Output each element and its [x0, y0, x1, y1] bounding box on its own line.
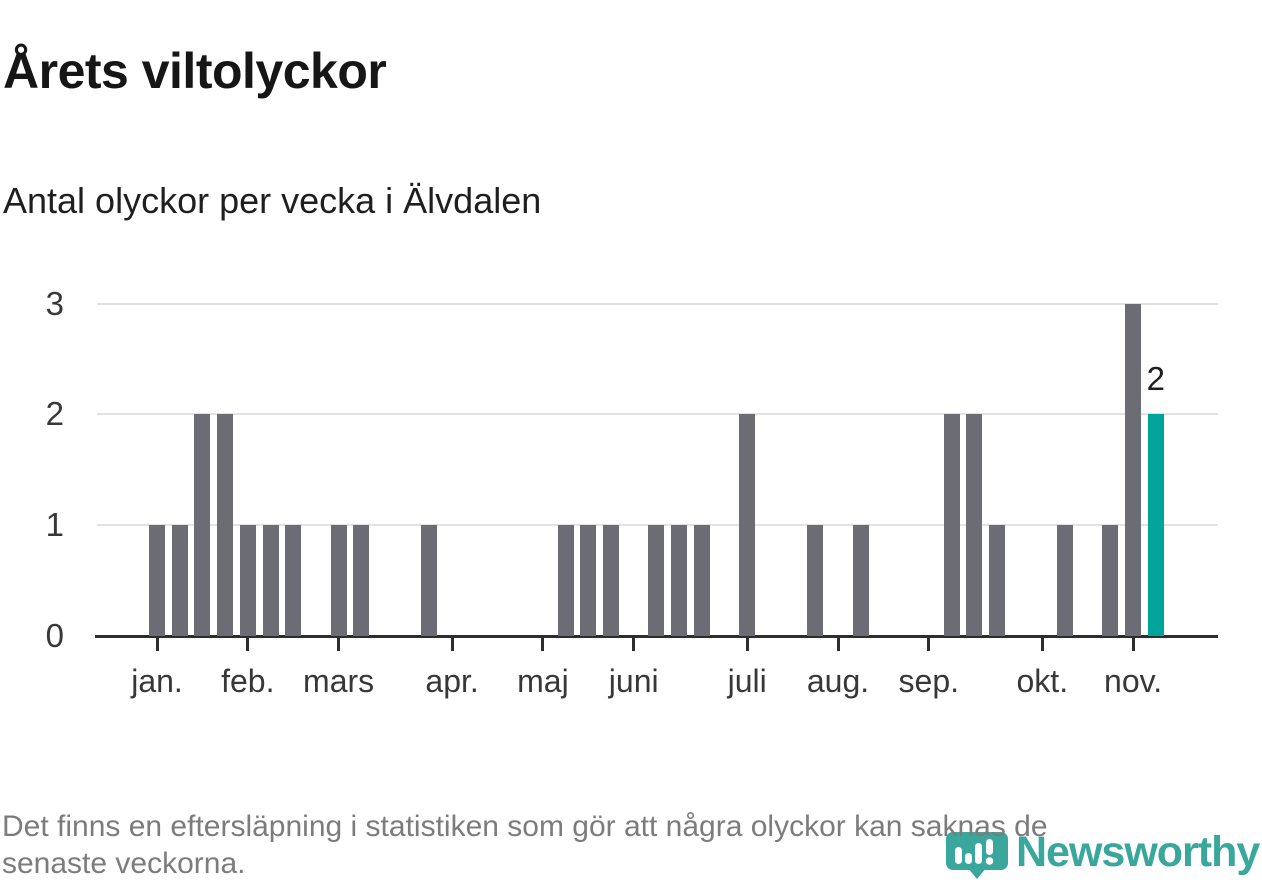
- x-axis-tick: [541, 638, 545, 651]
- bar: [353, 525, 369, 636]
- bar: [217, 414, 233, 636]
- x-axis-line: [95, 635, 1218, 638]
- x-axis-month-label: sep.: [898, 663, 960, 699]
- x-axis-tick: [836, 638, 840, 651]
- x-axis-month-label: okt.: [1016, 663, 1069, 699]
- x-axis-tick: [246, 638, 250, 651]
- bar: [1102, 525, 1118, 636]
- bar-value-label: 2: [1146, 360, 1165, 397]
- bar: [1057, 525, 1073, 636]
- x-axis-tick: [927, 638, 931, 651]
- x-axis-tick: [1040, 638, 1044, 651]
- y-axis-tick-label: 1: [45, 506, 64, 544]
- x-axis-month-label: nov.: [1104, 663, 1163, 699]
- bar: [671, 525, 687, 636]
- x-axis-tick: [745, 638, 749, 651]
- x-axis-month-label: mars: [303, 663, 375, 699]
- x-axis-tick: [337, 638, 341, 651]
- x-axis-month-label: maj: [517, 663, 569, 699]
- bar: [240, 525, 256, 636]
- bar: [194, 414, 210, 636]
- footer-note: Det finns en eftersläpning i statistiken…: [2, 808, 1048, 882]
- x-axis-tick: [450, 638, 454, 651]
- bar: [580, 525, 596, 636]
- y-axis-tick-label: 3: [45, 284, 64, 322]
- bar: [807, 525, 823, 636]
- y-axis-tick-label: 2: [45, 395, 64, 433]
- bar: [285, 525, 301, 636]
- x-axis-tick: [1131, 638, 1135, 651]
- bar: [989, 525, 1005, 636]
- newsworthy-logo-icon: [946, 832, 1008, 879]
- y-axis-tick-label: 0: [45, 617, 64, 654]
- bar: [966, 414, 982, 636]
- x-axis-month-label: aug.: [806, 663, 870, 699]
- bar: [331, 525, 347, 636]
- bar: [558, 525, 574, 636]
- gridline: [97, 302, 1218, 305]
- x-axis-tick: [632, 638, 636, 651]
- bar: [1125, 303, 1141, 636]
- chart-subtitle: Antal olyckor per vecka i Älvdalen: [3, 179, 542, 221]
- x-axis-month-label: apr.: [425, 663, 479, 699]
- x-axis-tick: [155, 638, 159, 651]
- bar: [421, 525, 437, 636]
- bar: [694, 525, 710, 636]
- bar: [263, 525, 279, 636]
- footer-note-line-1: Det finns en eftersläpning i statistiken…: [2, 810, 1048, 843]
- gridline: [97, 413, 1218, 416]
- x-axis-month-label: feb.: [221, 663, 275, 699]
- x-axis-month-label: juli: [727, 663, 767, 699]
- newsworthy-logo-text: Newsworthy: [1016, 828, 1260, 876]
- bar: [172, 525, 188, 636]
- bar: [603, 525, 619, 636]
- bar: [149, 525, 165, 636]
- footer-note-line-2: senaste veckorna.: [2, 847, 246, 880]
- x-axis-month-label: juni: [608, 663, 659, 699]
- x-axis-month-label: jan.: [131, 663, 183, 699]
- bar: [739, 414, 755, 636]
- bar: [648, 525, 664, 636]
- bar: [944, 414, 960, 636]
- highlight-bar: [1148, 414, 1164, 636]
- bar: [853, 525, 869, 636]
- chart-title: Årets viltolyckor: [3, 42, 387, 99]
